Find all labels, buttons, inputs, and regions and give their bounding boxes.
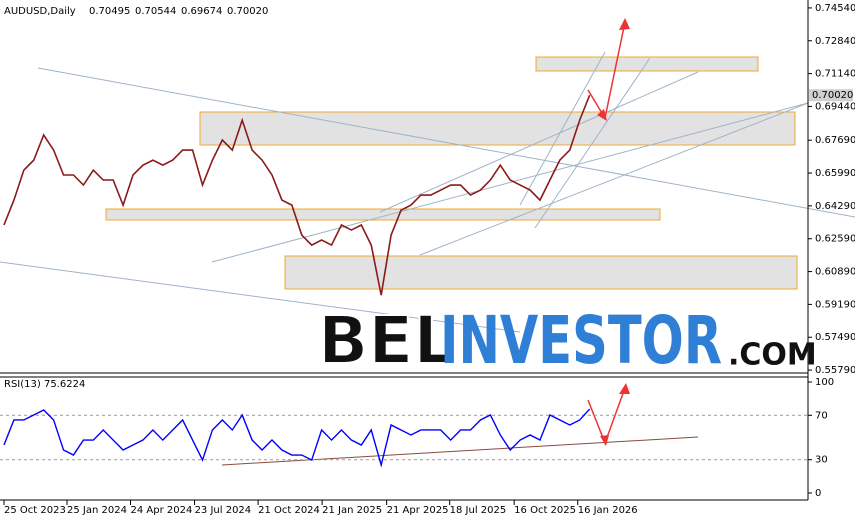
y-tick-label: 30 [815,455,828,466]
last-price-box [809,89,853,102]
trend-line [37,67,855,218]
y-tick-label: 0 [815,488,821,499]
zone [535,56,759,72]
ohlc: 0.70020 [227,6,268,17]
y-tick-label: 100 [815,377,834,388]
x-tick-label: 25 Oct 2023 [4,505,66,516]
watermark: BEL INVESTOR .COM [317,301,817,380]
series-line [3,408,591,468]
x-tick-label: 18 Jul 2025 [450,505,507,516]
y-tick-label: 0.67690 [815,135,855,146]
zone [105,208,661,221]
trend-line [419,102,809,256]
x-tick-label: 25 Jan 2024 [67,505,127,516]
x-tick-label: 23 Jul 2024 [195,505,252,516]
y-tick-label: 0.65990 [815,168,855,179]
ohlc: 0.69674 [181,6,222,17]
y-tick-label: 0.57490 [815,332,855,343]
annotations [0,18,855,466]
trend-line [0,261,521,333]
last-price-label: 0.70020 [812,90,853,101]
rsi-title: RSI(13) 75.6224 [4,379,85,390]
trend-line [211,102,809,263]
trend-line [519,51,606,206]
zone [199,111,796,146]
y-tick-label: 0.59190 [815,299,855,310]
y-tick-label: 0.74540 [815,3,855,14]
y-tick-label: 0.72840 [815,36,855,47]
x-tick-label: 21 Jan 2025 [322,505,382,516]
x-tick-label: 21 Apr 2025 [387,505,449,516]
x-tick-label: 21 Oct 2024 [258,505,320,516]
symbol: AUDUSD,Daily [4,6,76,17]
arrow-head [597,109,607,121]
x-tick-label: 16 Jan 2026 [578,505,638,516]
y-tick-label: 0.71140 [815,69,855,80]
y-tick-label: 0.60890 [815,267,855,278]
watermark-text: INVESTOR [440,302,722,379]
x-tick-label: 24 Apr 2024 [131,505,193,516]
y-tick-label: 0.69440 [815,101,855,112]
arrow-head [619,383,630,394]
x-tick-label: 16 Oct 2025 [514,505,576,516]
watermark-text: .COM [728,338,817,373]
rsi-trend-line [221,436,699,466]
ohlc: 0.70495 [89,6,130,17]
series-line [3,94,591,296]
y-tick-label: 70 [815,410,828,421]
y-tick-label: 0.64290 [815,201,855,212]
trend-line [534,57,651,229]
watermark-text: BEL [318,302,455,379]
arrow-head [619,18,630,30]
ohlc: 0.70544 [135,6,176,17]
arrow-head [600,435,609,446]
zone [284,255,798,290]
y-tick-label: 0.55790 [815,365,855,376]
trend-line [379,71,699,213]
y-tick-label: 0.62590 [815,234,855,245]
